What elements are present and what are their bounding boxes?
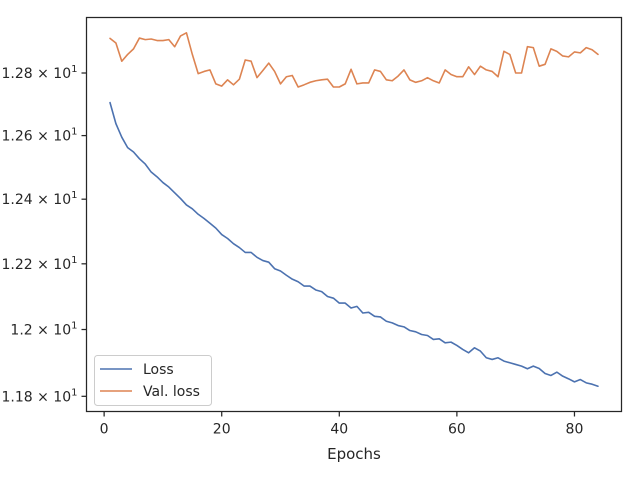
y-tick-label: 1.26 × 101: [2, 127, 78, 145]
plot-area-frame: [85, 16, 623, 413]
series-line-val-loss: [109, 32, 599, 88]
y-tick-label: 1.18 × 101: [2, 387, 78, 405]
legend: Loss Val. loss: [94, 355, 212, 406]
legend-label-loss: Loss: [143, 362, 174, 378]
y-axis-ticks: 1.18 × 101 1.2 × 101 1.22 × 101 1.24 × 101 1…: [2, 64, 87, 405]
x-tick-label: 40: [330, 422, 348, 438]
series-layer: [109, 32, 599, 388]
x-tick-label: 80: [566, 422, 584, 438]
legend-label-val-loss: Val. loss: [143, 384, 200, 400]
series-line-loss: [109, 101, 599, 388]
x-tick-label: 60: [448, 422, 466, 438]
x-axis-ticks: 0 20 40 60 80: [100, 411, 584, 438]
x-tick-label: 0: [100, 422, 109, 438]
x-tick-label: 20: [213, 422, 231, 438]
y-tick-label: 1.28 × 101: [2, 64, 78, 82]
x-axis-label: Epochs: [327, 445, 381, 463]
y-tick-label: 1.22 × 101: [2, 255, 78, 273]
legend-box: [94, 355, 212, 406]
y-tick-label: 1.2 × 101: [10, 321, 77, 339]
y-tick-label: 1.24 × 101: [2, 190, 78, 208]
